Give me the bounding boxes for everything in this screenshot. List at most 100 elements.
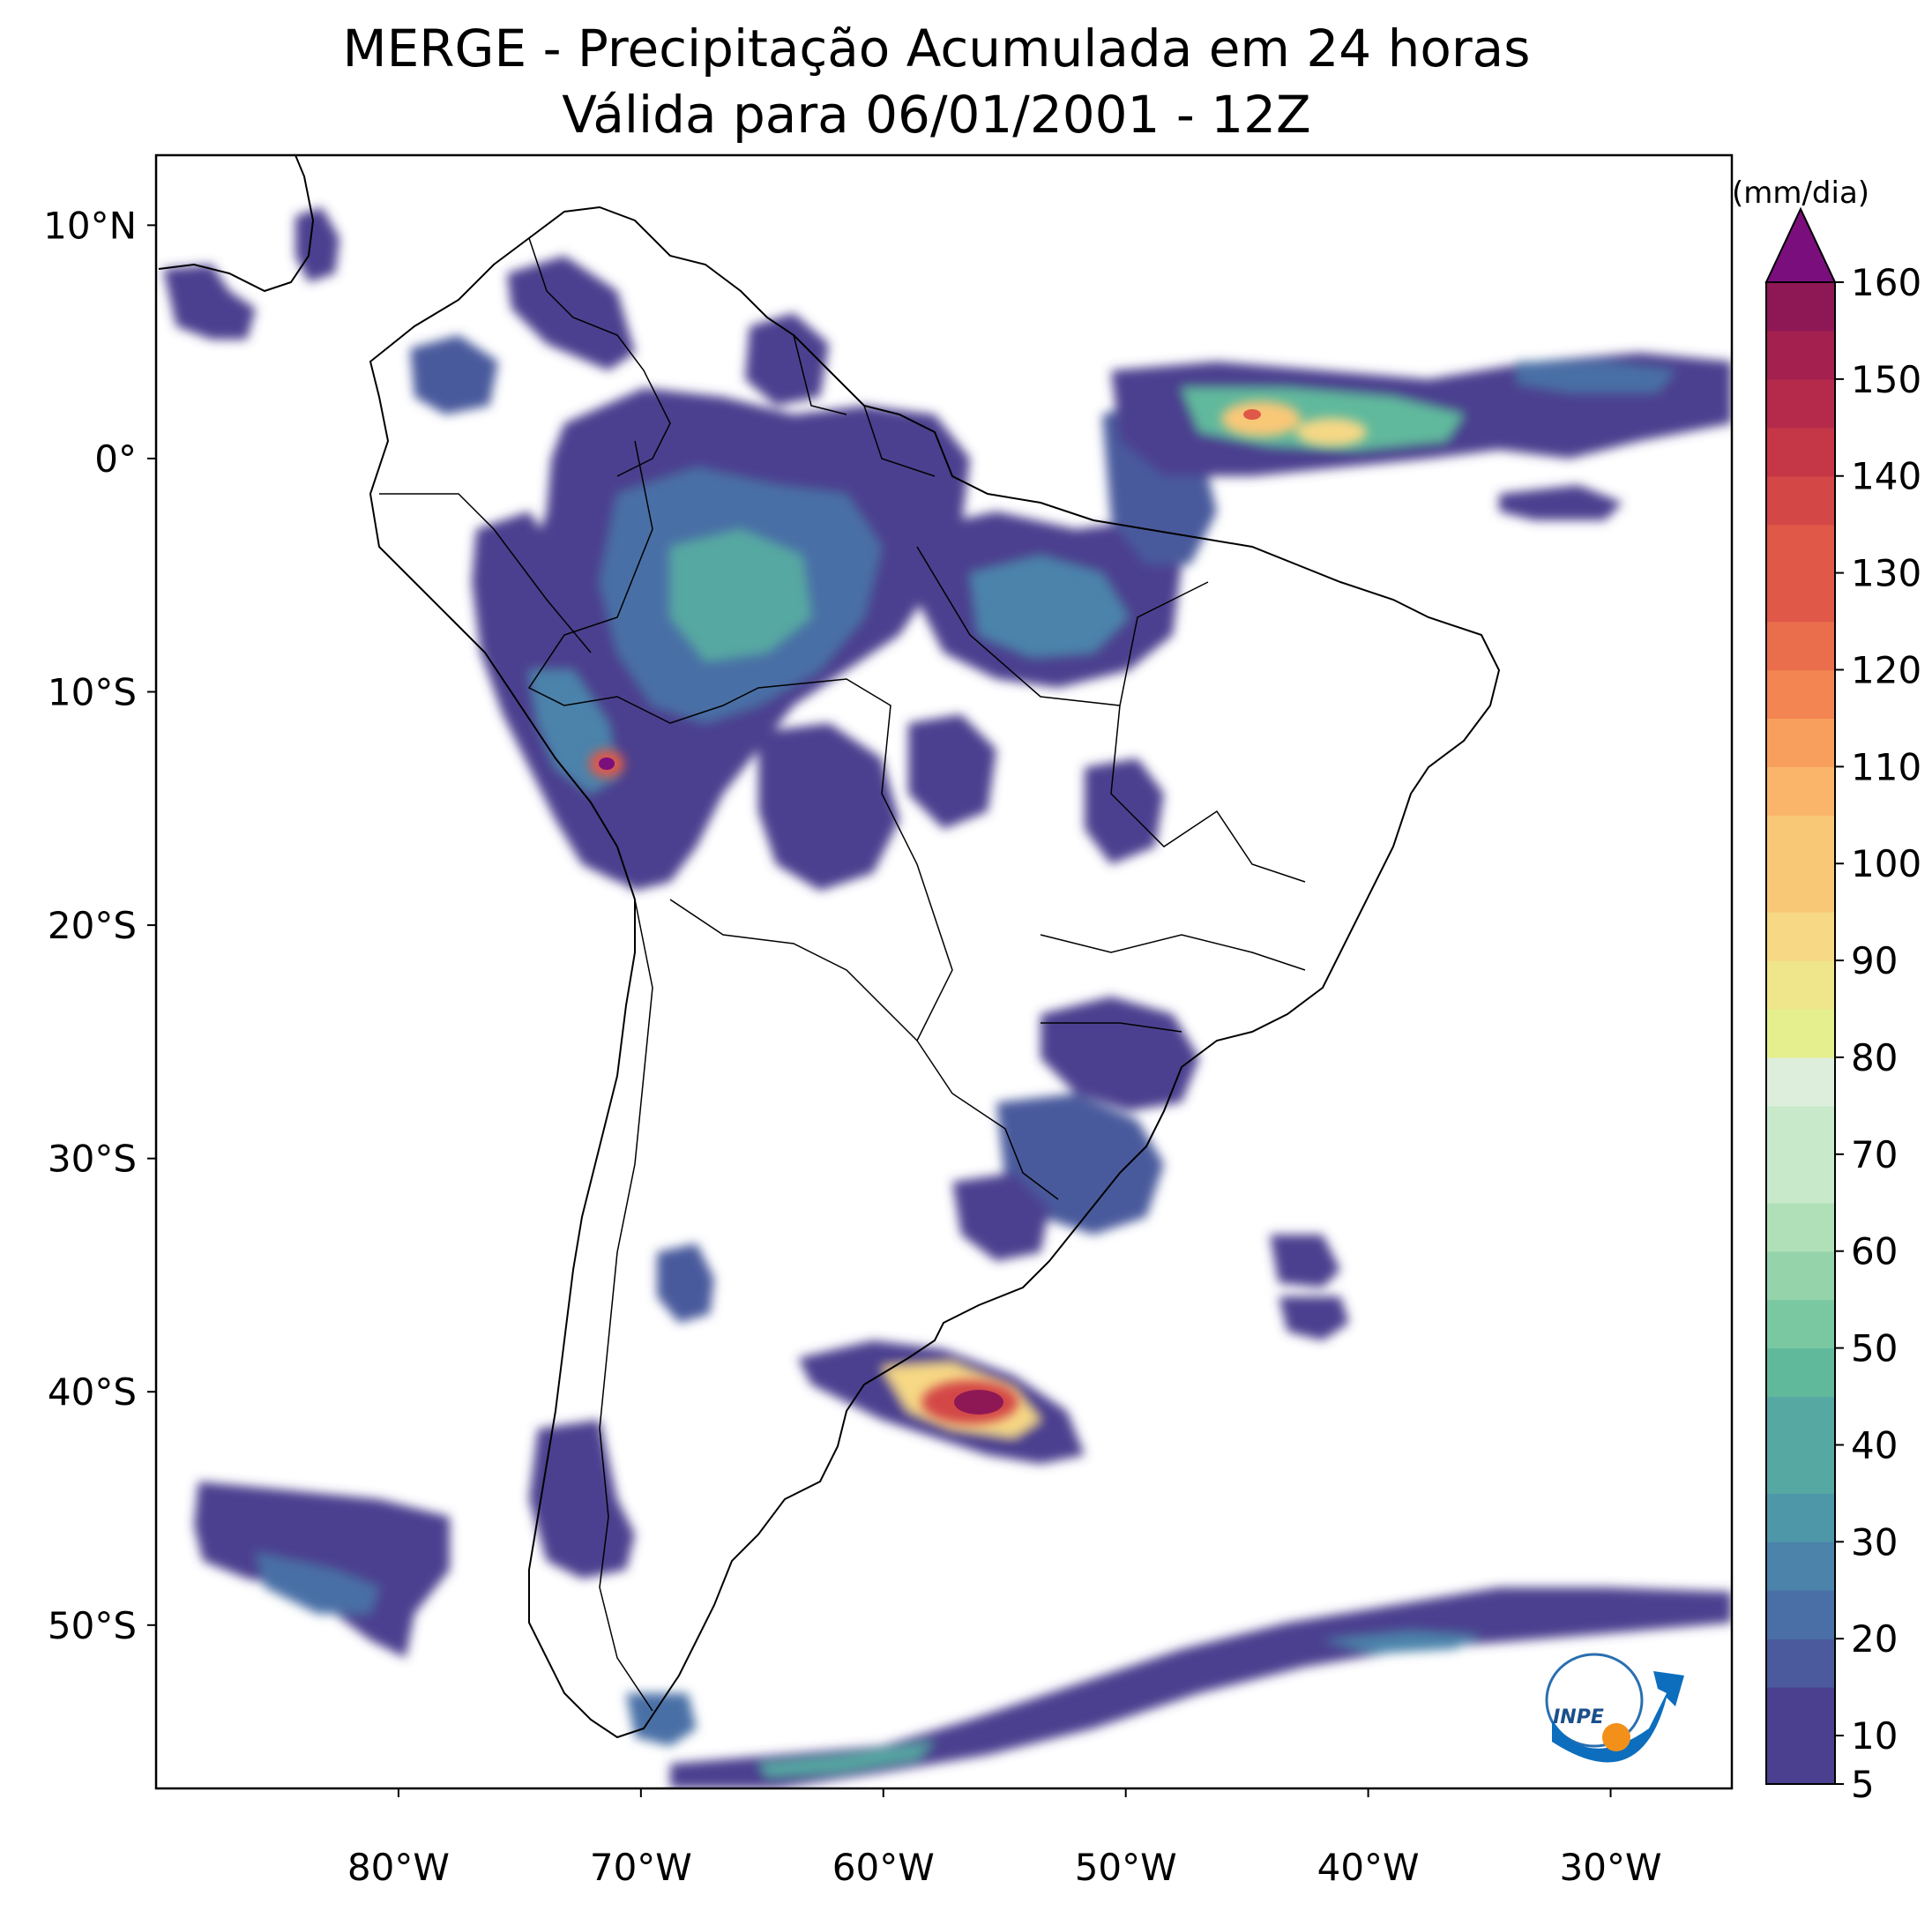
x-tick-label: 60°W <box>832 1846 935 1889</box>
y-tick-label: 10°N <box>43 204 137 247</box>
colorbar-tick-label: 30 <box>1851 1520 1898 1564</box>
precip-area-colombia-coast <box>410 335 498 414</box>
precip-area-cerrado <box>908 714 996 829</box>
colorbar-band <box>1766 1493 1835 1542</box>
precip-core-itcz-high <box>1221 401 1301 437</box>
precip-core-peru-max <box>599 758 615 770</box>
coastlines <box>158 155 1501 1739</box>
x-tick-label: 80°W <box>347 1846 450 1889</box>
colorbar-band <box>1766 1299 1835 1349</box>
x-tick-label: 40°W <box>1317 1846 1420 1889</box>
inpe-logo-arrow <box>1552 1671 1684 1763</box>
colorbar-band <box>1766 1202 1835 1252</box>
colorbar-band <box>1766 669 1835 720</box>
x-tick-label: 70°W <box>590 1846 692 1889</box>
border-brazil-west <box>527 440 1059 1200</box>
y-tick-label: 30°S <box>48 1138 137 1181</box>
colorbar-tick-label: 40 <box>1851 1423 1898 1467</box>
colorbar-band <box>1766 524 1835 574</box>
south-america-coastline <box>369 205 1501 1739</box>
precip-area-rio-grande <box>952 1173 1049 1261</box>
colorbar-band <box>1766 282 1835 332</box>
precip-area-tierra-fuego <box>626 1693 697 1746</box>
colorbar-tick-label: 140 <box>1851 455 1921 498</box>
precip-area-central-america <box>295 207 339 282</box>
colorbar-band <box>1766 1009 1835 1058</box>
colorbar-band <box>1766 621 1835 671</box>
colorbar: (mm/dia) 5 10 20 30 40 50 60 70 80 90 100 110 120 130… <box>1732 175 1921 1806</box>
colorbar-tick-label: 120 <box>1851 648 1921 691</box>
colorbar-band <box>1766 718 1835 767</box>
colorbar-band <box>1766 1396 1835 1446</box>
colorbar-tick-label: 110 <box>1851 745 1921 788</box>
inpe-logo: INPE <box>1545 1653 1684 1763</box>
colorbar-extend-arrow <box>1764 206 1837 283</box>
colorbar-band <box>1766 1153 1835 1204</box>
colorbar-tick-label: 50 <box>1851 1327 1898 1370</box>
colorbar-band <box>1766 378 1835 429</box>
colorbar-tick-label: 80 <box>1851 1036 1898 1079</box>
map-title-line1: MERGE - Precipitação Acumulada em 24 hor… <box>343 19 1531 78</box>
precip-area-itcz-tail <box>1517 362 1675 392</box>
colorbar-tick-label: 160 <box>1851 261 1921 304</box>
y-axis-ticks: 10°N 0° 10°S 20°S 30°S 40°S 50°S <box>43 204 156 1647</box>
colorbar-band <box>1766 1347 1835 1398</box>
inpe-logo-ring <box>1545 1653 1644 1748</box>
colorbar-tick-label: 60 <box>1851 1230 1898 1273</box>
precip-area-itcz-east <box>1499 485 1622 520</box>
precip-area-panama <box>163 265 256 340</box>
colorbar-band <box>1766 330 1835 380</box>
x-axis-ticks: 80°W 70°W 60°W 50°W 40°W 30°W <box>347 1788 1662 1889</box>
colorbar-band <box>1766 1687 1835 1736</box>
precip-area-chile-south <box>529 1420 635 1579</box>
colorbar-band <box>1766 427 1835 477</box>
map-frame <box>154 153 1734 1790</box>
y-tick-label: 10°S <box>48 671 137 714</box>
colorbar-band <box>1766 766 1835 816</box>
colorbar-band <box>1766 1250 1835 1301</box>
border-brazil-states <box>916 546 1306 1033</box>
map-panel: INPE <box>154 153 1734 1790</box>
colorbar-band <box>1766 1736 1835 1785</box>
border-guianas <box>793 334 936 477</box>
precip-core-rio-plata-max <box>954 1390 1003 1415</box>
y-tick-label: 40°S <box>48 1370 137 1414</box>
border-argentina-chile <box>599 899 653 1712</box>
border-bolivia-paraguay <box>669 899 918 1041</box>
precip-area-southeast <box>1041 997 1199 1111</box>
colorbar-tick-label: 130 <box>1851 552 1921 595</box>
y-tick-label: 20°S <box>48 904 137 947</box>
precip-area-atlantic-30s <box>1270 1235 1340 1288</box>
precip-area-amazon-inner <box>670 529 811 661</box>
colorbar-band <box>1766 1590 1835 1639</box>
inpe-logo-text: INPE <box>1553 1706 1604 1728</box>
colorbar-tick-label: 150 <box>1851 358 1921 401</box>
colorbar-ticks: 5 10 20 30 40 50 60 70 80 90 100 110 120 130 140 150 160 <box>1835 261 1921 1806</box>
colorbar-band <box>1766 815 1835 864</box>
colorbar-band <box>1766 1444 1835 1494</box>
x-tick-label: 30°W <box>1560 1846 1662 1889</box>
y-tick-label: 0° <box>94 437 137 481</box>
colorbar-band <box>1766 960 1835 1010</box>
inpe-logo-dot <box>1602 1723 1630 1751</box>
colorbar-band <box>1766 863 1835 913</box>
border-colombia-venezuela <box>528 237 671 477</box>
colorbar-tick-label: 90 <box>1851 939 1898 982</box>
map-title-line2: Válida para 06/01/2001 - 12Z <box>562 85 1311 145</box>
precip-core-itcz-high-2 <box>1296 418 1367 446</box>
precip-area-atlantic-34s <box>1279 1296 1349 1340</box>
precip-core-itcz-max <box>1243 409 1261 420</box>
y-tick-label: 50°S <box>48 1604 137 1647</box>
colorbar-tick-label: 10 <box>1851 1714 1898 1758</box>
colorbar-band <box>1766 1639 1835 1688</box>
colorbar-tick-label: 100 <box>1851 842 1921 885</box>
precip-area-guyana <box>745 313 829 406</box>
colorbar-bands <box>1766 282 1835 1785</box>
precip-area-venezuela <box>507 256 635 370</box>
precip-area-mato-grosso <box>758 723 899 891</box>
colorbar-band <box>1766 572 1835 623</box>
precipitation-field <box>158 155 1732 1788</box>
colorbar-band <box>1766 912 1835 961</box>
precip-area-brazil-north-core <box>970 556 1129 657</box>
central-america-coast <box>158 155 315 293</box>
